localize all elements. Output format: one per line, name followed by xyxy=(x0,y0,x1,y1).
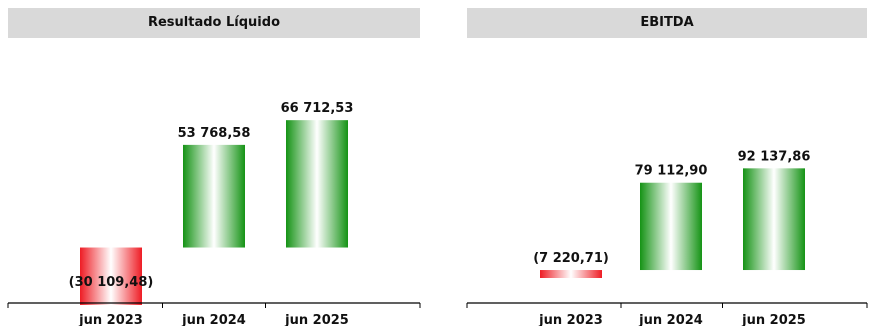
data-label: 92 137,86 xyxy=(738,149,811,164)
data-label: (7 220,71) xyxy=(533,251,609,266)
bar-resultado-l-quido-1 xyxy=(183,144,245,248)
data-label: 79 112,90 xyxy=(635,164,708,179)
bar-ebitda-2 xyxy=(743,168,805,271)
bar-ebitda-0 xyxy=(540,270,602,278)
x-tick-label: jun 2024 xyxy=(638,313,703,326)
x-tick-label: jun 2023 xyxy=(78,313,143,326)
bar-ebitda-1 xyxy=(640,182,702,271)
x-tick-label: jun 2023 xyxy=(538,313,603,326)
bar-resultado-l-quido-2 xyxy=(286,120,348,248)
bar-resultado-l-quido-0 xyxy=(80,247,142,305)
data-label: 53 768,58 xyxy=(178,126,251,141)
chart-title-resultado-liquido: Resultado Líquido xyxy=(8,8,420,38)
chart-title-ebitda: EBITDA xyxy=(467,8,867,38)
x-tick-label: jun 2024 xyxy=(181,313,246,326)
data-label: (30 109,48) xyxy=(69,275,154,290)
x-tick-label: jun 2025 xyxy=(284,313,349,326)
data-label: 66 712,53 xyxy=(281,101,354,116)
x-tick-label: jun 2025 xyxy=(741,313,806,326)
